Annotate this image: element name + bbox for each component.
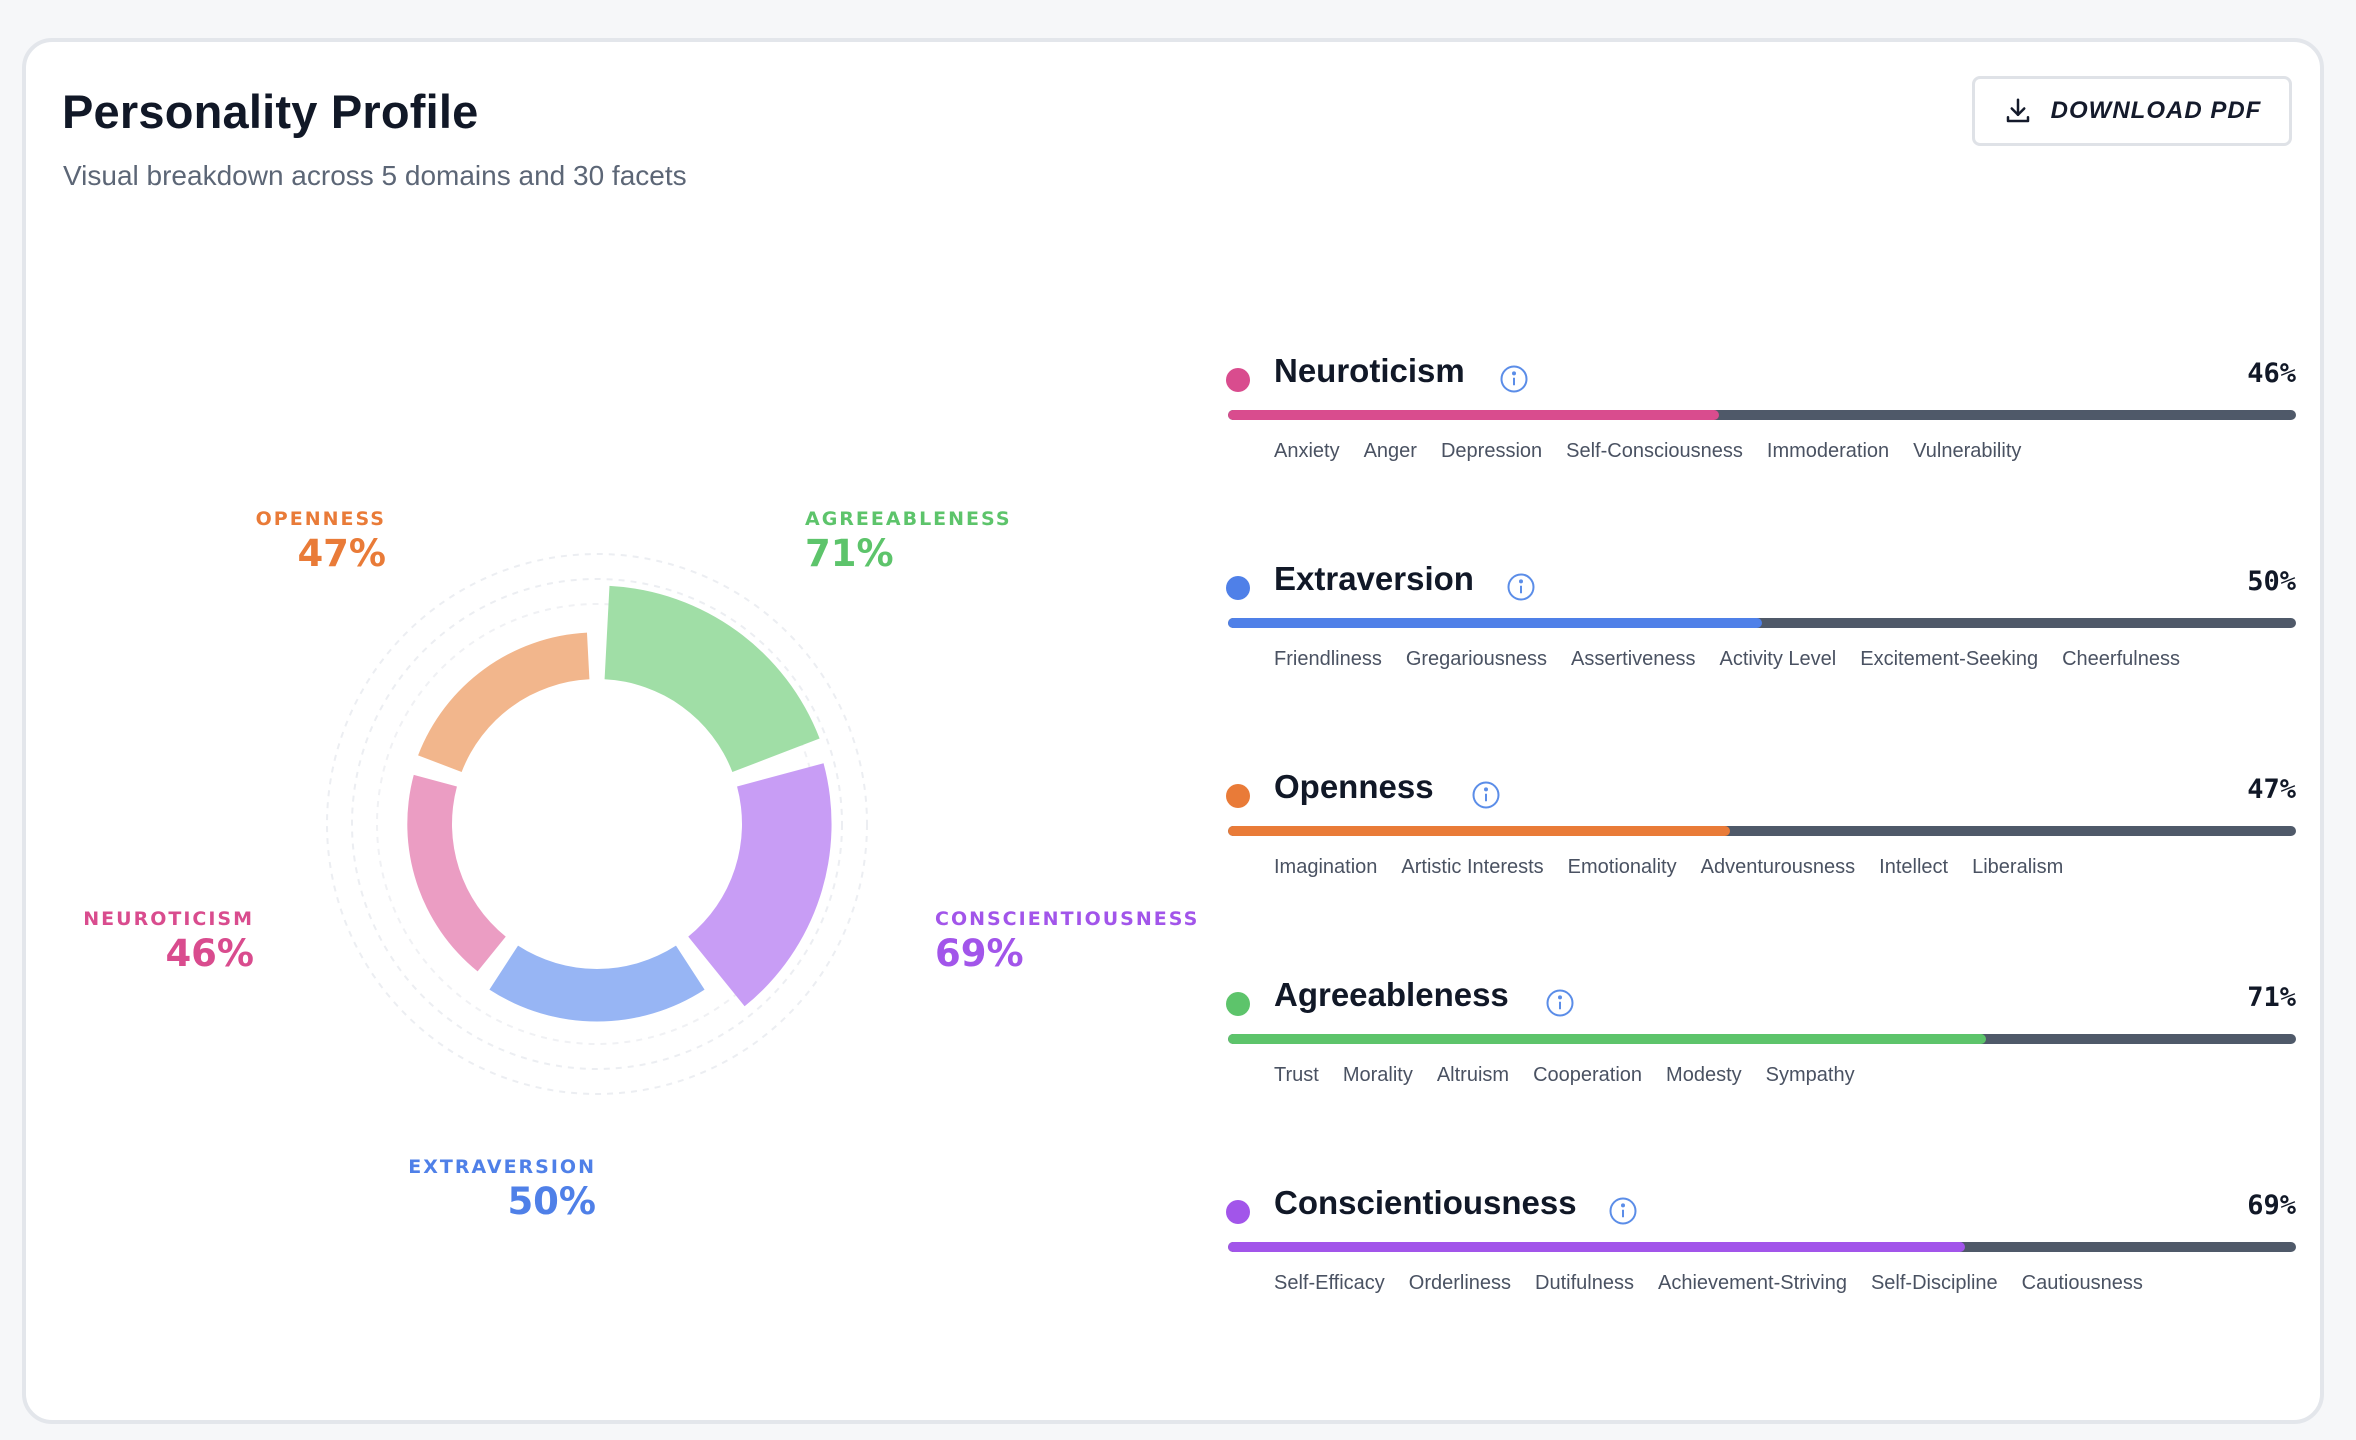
facet-label: Self-Efficacy: [1274, 1272, 1385, 1294]
donut-label-percent: 46%: [165, 932, 254, 975]
info-icon[interactable]: [1506, 572, 1536, 602]
domain-color-dot: [1226, 576, 1250, 600]
donut-label-name: AGREEABLENESS: [805, 508, 1012, 530]
facet-label: Dutifulness: [1535, 1272, 1634, 1294]
domain-progress-bar: [1228, 618, 2296, 628]
facet-label: Self-Consciousness: [1566, 440, 1743, 462]
domain-name: Conscientiousness: [1274, 1184, 1577, 1221]
donut-segment-extraversion[interactable]: [489, 945, 705, 1022]
info-icon[interactable]: [1499, 364, 1529, 394]
domain-name: Agreeableness: [1274, 976, 1509, 1013]
facet-label: Trust: [1274, 1064, 1319, 1086]
donut-segments: [407, 585, 832, 1022]
download-icon: [2006, 98, 2029, 123]
donut-label-percent: 47%: [297, 532, 386, 575]
domain-donut-chart: [326, 553, 868, 1095]
download-pdf-label: DOWNLOAD PDF: [2050, 97, 2262, 124]
facet-list: Trust Morality Altruism Cooperation Mode…: [1274, 1064, 1855, 1087]
domain-name: Openness: [1274, 768, 1434, 805]
donut-label-extraversion: EXTRAVERSION 50%: [316, 1156, 596, 1223]
donut-segment-agreeableness[interactable]: [604, 585, 820, 773]
facet-list: Self-Efficacy Orderliness Dutifulness Ac…: [1274, 1272, 2143, 1295]
info-icon[interactable]: [1608, 1196, 1638, 1226]
info-icon[interactable]: [1471, 780, 1501, 810]
donut-label-neuroticism: NEUROTICISM 46%: [26, 908, 254, 975]
facet-label: Gregariousness: [1405, 648, 1548, 670]
facet-label: Activity Level: [1719, 648, 1837, 670]
facet-label: Depression: [1440, 440, 1543, 462]
domain-color-dot: [1226, 368, 1250, 392]
facet-label: Self-Discipline: [1870, 1272, 1998, 1294]
domain-name: Extraversion: [1274, 560, 1474, 597]
page-subtitle: Visual breakdown across 5 domains and 30…: [63, 160, 687, 191]
domain-progress-fill: [1228, 618, 1762, 628]
facet-label: Cooperation: [1533, 1064, 1643, 1086]
facet-label: Imagination: [1274, 856, 1378, 878]
facet-label: Sympathy: [1765, 1064, 1855, 1086]
domain-color-dot: [1226, 1200, 1250, 1224]
domain-progress-bar: [1228, 410, 2296, 420]
donut-label-openness: OPENNESS 47%: [126, 508, 386, 575]
facet-label: Anger: [1363, 440, 1417, 462]
facet-label: Friendliness: [1274, 648, 1382, 670]
domain-name: Neuroticism: [1274, 352, 1465, 389]
facet-label: Assertiveness: [1571, 648, 1696, 670]
facet-label: Liberalism: [1972, 856, 2064, 878]
personality-profile-card: Personality Profile Visual breakdown acr…: [22, 38, 2324, 1424]
page-title: Personality Profile: [62, 85, 479, 138]
domain-extraversion: Extraversion 50% Friendliness Gregarious…: [1226, 560, 2296, 710]
facet-label: Cheerfulness: [2062, 648, 2180, 670]
domain-progress-fill: [1228, 410, 1720, 420]
domain-progress-bar: [1228, 1242, 2296, 1252]
domain-percent: 46%: [2247, 358, 2296, 389]
donut-label-name: CONSCIENTIOUSNESS: [935, 908, 1200, 930]
donut-label-percent: 50%: [507, 1180, 596, 1223]
info-icon[interactable]: [1545, 988, 1575, 1018]
facet-label: Emotionality: [1567, 856, 1677, 878]
donut-label-conscientiousness: CONSCIENTIOUSNESS 69%: [935, 908, 1235, 975]
domain-progress-bar: [1228, 1034, 2296, 1044]
domain-percent: 47%: [2247, 774, 2296, 805]
donut-label-name: OPENNESS: [255, 508, 386, 530]
donut-segment-conscientiousness[interactable]: [688, 763, 832, 1007]
facet-label: Anxiety: [1274, 440, 1340, 462]
facet-label: Vulnerability: [1913, 440, 2022, 462]
domain-conscientiousness: Conscientiousness 69% Self-Efficacy Orde…: [1226, 1184, 2296, 1334]
facet-label: Cautiousness: [2021, 1272, 2143, 1294]
domain-progress-fill: [1228, 826, 1730, 836]
donut-label-percent: 71%: [805, 532, 894, 575]
donut-label-percent: 69%: [935, 932, 1024, 975]
domain-color-dot: [1226, 992, 1250, 1016]
facet-label: Orderliness: [1408, 1272, 1512, 1294]
facet-label: Excitement-Seeking: [1860, 648, 2039, 670]
domain-progress-bar: [1228, 826, 2296, 836]
facet-label: Modesty: [1666, 1064, 1742, 1086]
domain-neuroticism: Neuroticism 46% Anxiety Anger Depression…: [1226, 352, 2296, 502]
facet-list: Anxiety Anger Depression Self-Consciousn…: [1274, 440, 2021, 463]
domain-openness: Openness 47% Imagination Artistic Intere…: [1226, 768, 2296, 918]
download-pdf-button[interactable]: DOWNLOAD PDF: [1972, 76, 2292, 146]
domain-percent: 71%: [2247, 982, 2296, 1013]
domain-agreeableness: Agreeableness 71% Trust Morality Altruis…: [1226, 976, 2296, 1126]
facet-label: Altruism: [1436, 1064, 1510, 1086]
facet-label: Artistic Interests: [1401, 856, 1544, 878]
donut-segment-neuroticism[interactable]: [407, 774, 506, 972]
domain-percent: 69%: [2247, 1190, 2296, 1221]
facet-label: Morality: [1342, 1064, 1413, 1086]
facet-label: Adventurousness: [1700, 856, 1856, 878]
donut-label-name: NEUROTICISM: [83, 908, 254, 930]
domain-percent: 50%: [2247, 566, 2296, 597]
donut-label-name: EXTRAVERSION: [408, 1156, 596, 1178]
facet-label: Achievement-Striving: [1657, 1272, 1847, 1294]
facet-label: Immoderation: [1766, 440, 1890, 462]
donut-label-agreeableness: AGREEABLENESS 71%: [805, 508, 1065, 575]
facet-label: Intellect: [1879, 856, 1949, 878]
domain-color-dot: [1226, 784, 1250, 808]
domain-progress-fill: [1228, 1034, 1987, 1044]
facet-list: Friendliness Gregariousness Assertivenes…: [1274, 648, 2180, 671]
facet-list: Imagination Artistic Interests Emotional…: [1274, 856, 2063, 879]
domain-progress-fill: [1228, 1242, 1965, 1252]
donut-segment-openness[interactable]: [418, 632, 590, 773]
